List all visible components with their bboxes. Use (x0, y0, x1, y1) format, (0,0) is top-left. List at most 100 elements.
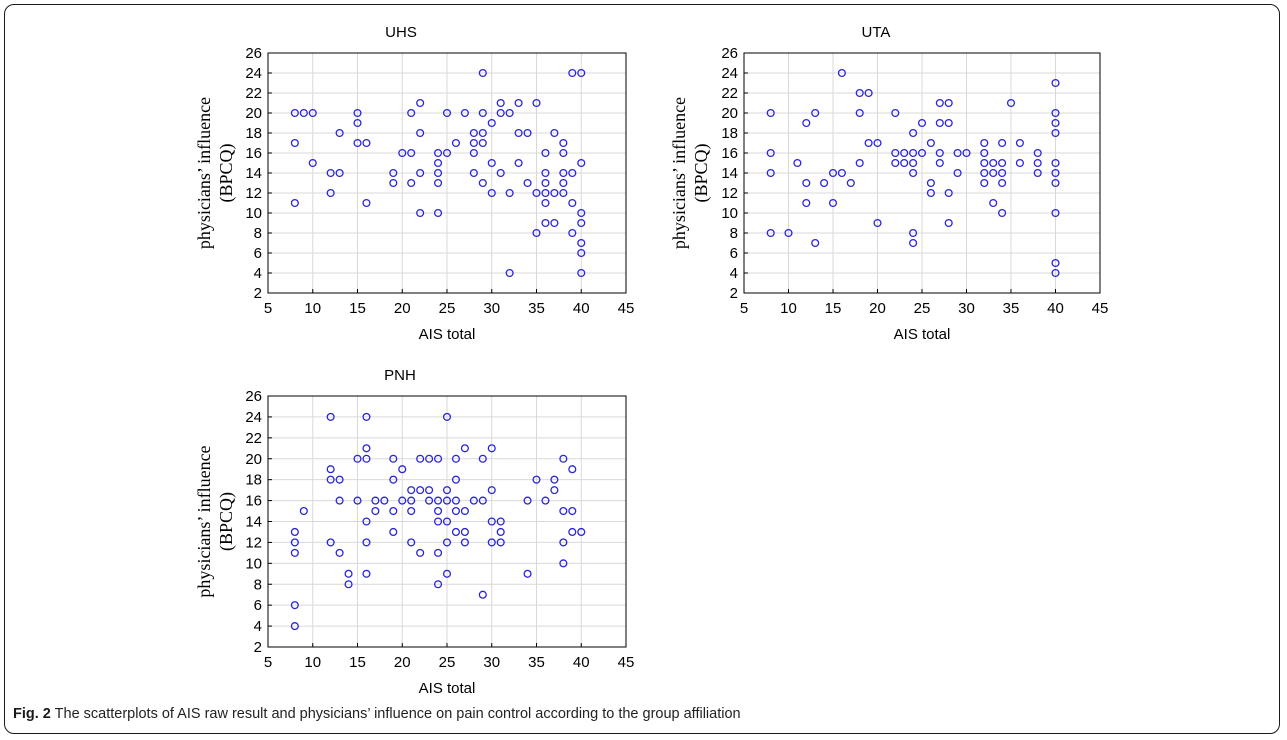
y-tick-label: 2 (730, 285, 738, 302)
data-point (577, 527, 586, 537)
figure-caption-text: The scatterplots of AIS raw result and p… (54, 706, 741, 722)
data-point (433, 148, 443, 158)
data-point (380, 496, 389, 505)
y-tick-label: 26 (245, 388, 262, 405)
data-point (487, 444, 496, 453)
data-point (909, 238, 918, 248)
data-point (766, 228, 775, 238)
data-point (944, 118, 953, 128)
x-tick-label: 5 (740, 300, 748, 317)
data-point (532, 228, 541, 238)
data-point (389, 527, 398, 537)
data-point (811, 108, 820, 118)
data-point (864, 88, 873, 98)
data-point (935, 98, 944, 108)
data-point (1033, 158, 1042, 168)
data-point (335, 128, 344, 138)
data-point (998, 138, 1007, 148)
data-point (353, 454, 362, 463)
x-tick-label: 45 (618, 654, 635, 671)
data-point (442, 569, 452, 578)
data-point (953, 148, 962, 158)
data-point (487, 486, 496, 495)
data-point (433, 158, 443, 168)
data-point (344, 569, 353, 578)
y-tick-label: 24 (245, 65, 262, 82)
data-point (290, 622, 299, 631)
data-point (559, 148, 568, 158)
data-point (407, 148, 416, 158)
data-point (451, 506, 461, 516)
figure-frame (4, 4, 1280, 734)
data-point (802, 118, 811, 128)
data-point (487, 188, 496, 198)
data-point (389, 506, 398, 516)
data-point (1051, 128, 1060, 138)
y-tick-label: 6 (254, 597, 262, 614)
y-tick-label: 20 (245, 105, 262, 122)
x-tick-label: 20 (394, 300, 411, 317)
data-point (433, 496, 443, 505)
x-tick-label: 35 (1003, 300, 1020, 317)
data-point (837, 68, 846, 78)
x-tick-label: 45 (618, 300, 635, 317)
data-point (425, 486, 434, 495)
data-point (326, 475, 335, 484)
data-point (541, 148, 550, 158)
y-tick-label: 18 (721, 125, 738, 142)
data-point (389, 475, 398, 484)
y-tick-label: 14 (245, 514, 262, 531)
y-tick-label: 14 (721, 165, 738, 182)
data-point (568, 68, 577, 78)
data-point (559, 538, 568, 547)
data-point (514, 158, 523, 168)
x-tick-label: 5 (264, 300, 272, 317)
data-point (900, 148, 909, 158)
data-point (416, 454, 425, 463)
data-point (416, 98, 425, 108)
data-point (559, 506, 568, 516)
data-point (353, 118, 362, 128)
data-point (541, 218, 550, 228)
x-tick-label: 10 (780, 300, 797, 317)
data-point (389, 168, 398, 178)
data-point (478, 496, 487, 505)
y-tick-label: 12 (721, 185, 738, 202)
data-point (577, 158, 586, 168)
data-point (1051, 78, 1060, 88)
data-point (308, 158, 317, 168)
data-point (541, 198, 550, 208)
data-point (1006, 98, 1016, 108)
data-point (469, 128, 478, 138)
data-point (532, 475, 541, 484)
data-point (917, 148, 927, 158)
data-point (980, 178, 989, 188)
data-point (577, 68, 586, 78)
data-point (469, 168, 478, 178)
data-point (335, 475, 344, 484)
data-point (353, 138, 362, 148)
chart-title: UHS (385, 24, 417, 41)
data-point (766, 108, 775, 118)
data-point (433, 454, 443, 463)
data-point (541, 188, 550, 198)
data-point (433, 517, 443, 526)
data-point (308, 108, 317, 118)
data-point (362, 517, 371, 526)
data-point (568, 198, 577, 208)
data-point (523, 496, 532, 505)
data-point (577, 268, 586, 278)
data-point (496, 98, 505, 108)
data-point (577, 208, 586, 218)
data-point (1051, 178, 1060, 188)
data-point (1033, 148, 1042, 158)
data-point (846, 178, 855, 188)
y-tick-label: 26 (721, 45, 738, 62)
data-point (1051, 208, 1060, 218)
y-tick-label: 22 (245, 85, 262, 102)
y-tick-label: 20 (721, 105, 738, 122)
data-point (407, 178, 416, 188)
data-point (433, 208, 443, 218)
data-point (442, 148, 452, 158)
data-point (478, 128, 487, 138)
